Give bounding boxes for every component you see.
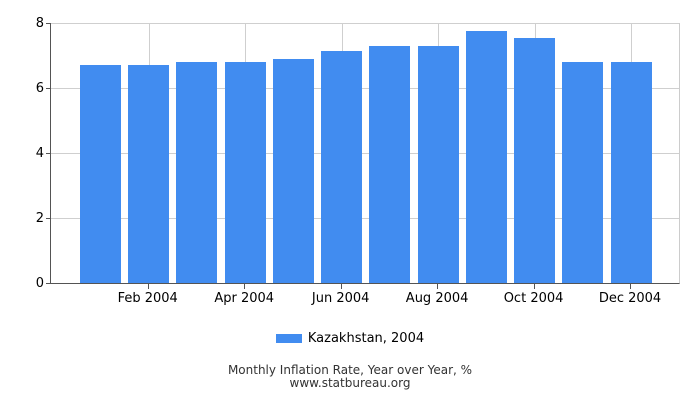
y-tick-mark (46, 153, 51, 154)
legend-swatch (275, 334, 302, 343)
y-tick-mark (46, 23, 51, 24)
x-tick-mark (630, 284, 632, 289)
bar-feb-2004 (128, 65, 170, 283)
legend-label: Kazakhstan, 2004 (307, 331, 425, 346)
x-tick-label-oct-2004: Oct 2004 (503, 291, 564, 306)
x-tick-label-feb-2004: Feb 2004 (117, 291, 178, 306)
bar-dec-2004 (610, 62, 652, 283)
bar-jul-2004 (369, 45, 411, 283)
y-tick-mark (46, 88, 51, 89)
gridline-y-6 (51, 88, 679, 89)
y-tick-mark (46, 218, 51, 219)
bar-aug-2004 (417, 45, 459, 283)
plot-area (50, 23, 680, 284)
legend: Kazakhstan, 2004 (0, 331, 700, 346)
bar-jan-2004 (80, 65, 121, 283)
chart-title: Monthly Inflation Rate, Year over Year, … (227, 363, 473, 377)
bar-sep-2004 (465, 31, 507, 283)
x-tick-mark (244, 284, 246, 289)
y-tick-label-4: 4 (35, 146, 44, 161)
x-tick-mark (533, 284, 535, 289)
chart-source: www.statbureau.org (289, 376, 411, 390)
bar-nov-2004 (562, 62, 604, 283)
bar-jun-2004 (321, 50, 363, 283)
bar-mar-2004 (176, 62, 218, 283)
y-tick-label-2: 2 (35, 211, 44, 226)
y-tick-label-6: 6 (35, 81, 44, 96)
y-tick-label-0: 0 (35, 276, 44, 291)
x-tick-label-dec-2004: Dec 2004 (598, 291, 662, 306)
y-tick-mark (46, 283, 51, 284)
gridline-y-2 (51, 218, 679, 219)
x-tick-label-apr-2004: Apr 2004 (214, 291, 275, 306)
x-tick-mark (437, 284, 439, 289)
bar-may-2004 (272, 58, 314, 283)
y-tick-label-8: 8 (35, 16, 44, 31)
x-tick-label-jun-2004: Jun 2004 (311, 291, 370, 306)
bar-oct-2004 (514, 37, 556, 283)
x-tick-label-aug-2004: Aug 2004 (405, 291, 469, 306)
gridline-y-4 (51, 153, 679, 154)
x-tick-mark (147, 284, 149, 289)
gridline-y-8 (51, 23, 679, 24)
bar-apr-2004 (224, 62, 266, 283)
x-tick-mark (340, 284, 342, 289)
